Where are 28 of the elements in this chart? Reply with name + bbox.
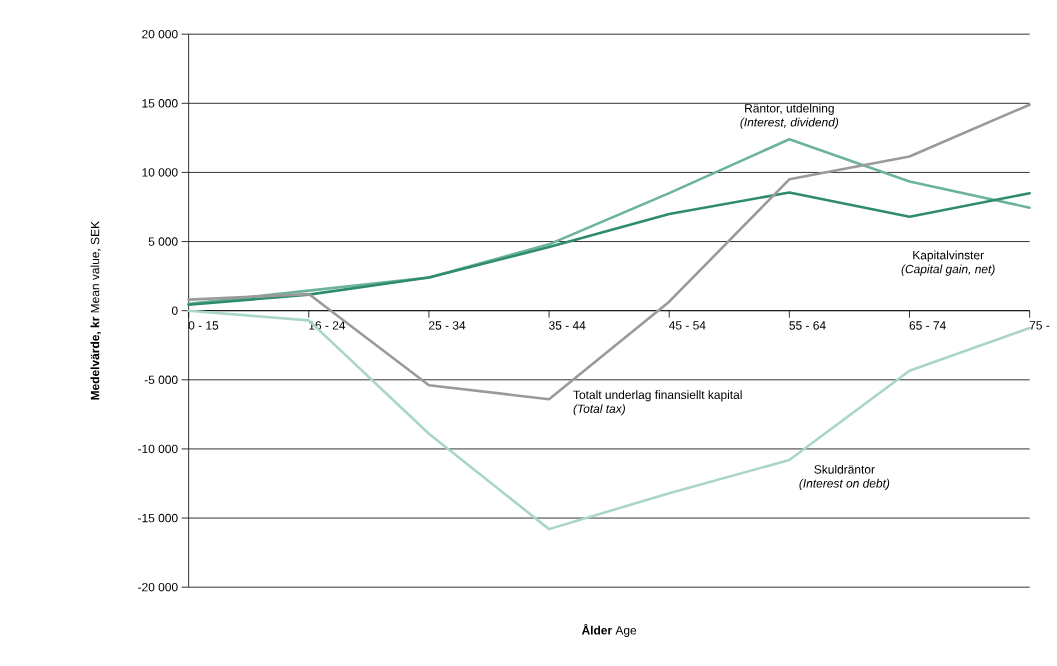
y-tick-label: -5 000 (144, 375, 178, 385)
y-tick-label: 0 (171, 306, 178, 315)
x-tick-label: 25 - 34 (429, 321, 466, 330)
annotation: (Total tax) (573, 404, 625, 416)
line-series (187, 191, 1031, 307)
y-tick-label: -15 000 (138, 513, 178, 523)
text: Kapitalvinster (913, 250, 984, 262)
x-tick-label: 75 - (1029, 321, 1050, 330)
y-tick-label: 5 000 (148, 237, 178, 246)
y-axis-title: Medelvärde, kr Mean value, SEK (90, 221, 101, 400)
x-axis-title: Ålder Age (581, 623, 637, 637)
y-tick-label: -20 000 (138, 582, 178, 592)
annotation: (Interest on debt) (799, 478, 890, 490)
text: Räntor, utdelning (745, 103, 834, 115)
annotation: (Interest, dividend) (740, 117, 839, 129)
x-tick-label: 45 - 54 (669, 321, 706, 330)
y-tick-label: 10 000 (142, 168, 178, 177)
series-label: Skuldräntor (814, 464, 875, 474)
line-series (187, 309, 1031, 531)
annotation: (Capital gain, net) (901, 264, 995, 276)
x-tick-label: 65 - 74 (909, 321, 946, 330)
x-tick-label: 35 - 44 (549, 321, 586, 330)
line-series (187, 103, 1031, 401)
y-tick-label: -10 000 (138, 444, 178, 454)
y-tick-label: 20 000 (142, 29, 178, 39)
series-label: Totalt underlag finansiellt kapital (573, 390, 742, 402)
y-tick-label: 15 000 (142, 99, 178, 108)
x-tick-label: 55 - 64 (789, 321, 826, 330)
